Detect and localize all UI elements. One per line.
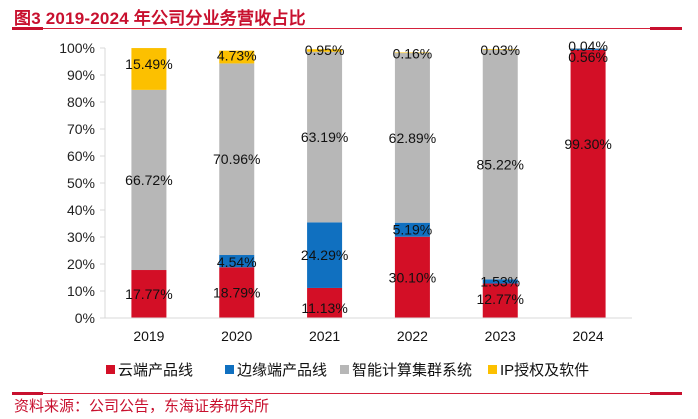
bars-group (131, 48, 606, 318)
data-label: 70.96% (213, 151, 260, 167)
data-label: 63.19% (301, 129, 348, 145)
legend-item: 智能计算集群系统 (340, 359, 472, 380)
x-tick-label: 2023 (485, 328, 516, 344)
legend-swatch (340, 365, 349, 374)
data-label: 12.77% (477, 291, 524, 307)
title-divider-accent-left (12, 27, 43, 30)
data-label: 11.13% (301, 300, 347, 316)
bar-segment (394, 222, 430, 237)
bar-segment (394, 52, 430, 54)
legend-item: IP授权及软件 (488, 359, 589, 380)
y-tick-label: 20% (67, 256, 95, 272)
bar-segment (482, 279, 518, 284)
x-tick-label: 2020 (221, 328, 252, 344)
bar-segment (482, 49, 518, 50)
legend-swatch (225, 365, 234, 374)
bar-segment (131, 89, 167, 271)
data-label: 62.89% (389, 130, 436, 146)
bar-segment (219, 63, 255, 256)
y-tick-label: 60% (67, 148, 95, 164)
legend-item: 云端产品线 (106, 359, 193, 380)
bar-segment (570, 48, 606, 50)
bar-segment (219, 50, 255, 64)
source-note: 资料来源：公司公告，东海证券研究所 (14, 398, 270, 415)
legend-label: 云端产品线 (118, 362, 194, 379)
y-tick-label: 80% (67, 94, 95, 110)
legend-label: 边缘端产品线 (237, 362, 328, 379)
y-tick-label: 40% (67, 202, 95, 218)
data-label: 4.73% (217, 48, 257, 64)
y-tick-label: 50% (67, 175, 95, 191)
y-axis: 0% 10% 20% 30% 40% 50% 60% 70% 80% 90% 100% (59, 40, 106, 326)
y-tick-label: 10% (67, 283, 95, 299)
data-label: 18.79% (213, 285, 260, 301)
bar-segment (482, 49, 518, 280)
bar-segment (307, 222, 343, 288)
data-label: 24.29% (301, 247, 348, 263)
data-label: 85.22% (477, 156, 524, 172)
data-label: 4.54% (217, 254, 257, 270)
x-tick-label: 2024 (573, 328, 604, 344)
bar-segment (307, 287, 343, 318)
chart-legend: 云端产品线 边缘端产品线 智能计算集群系统 IP授权及软件 (0, 359, 698, 379)
data-label: 0.16% (393, 45, 433, 61)
data-label: 5.19% (393, 222, 433, 238)
bar-segment (307, 49, 343, 52)
bar-segment (131, 270, 167, 318)
data-label: 0.03% (480, 42, 520, 58)
y-tick-label: 90% (67, 67, 95, 83)
bar-segment (394, 52, 430, 223)
data-labels-group: 17.77% 66.72% 15.49% 18.79% 4.54% 70.96% 4.73%… (125, 38, 612, 316)
title-divider-accent-right (650, 27, 682, 30)
data-label: 66.72% (125, 172, 172, 188)
data-label: 30.10% (389, 269, 436, 285)
data-label: 0.95% (305, 42, 345, 58)
legend-swatch (106, 365, 115, 374)
data-label: 99.30% (564, 136, 611, 152)
legend-item: 边缘端产品线 (225, 359, 327, 380)
legend-label: IP授权及软件 (500, 362, 590, 379)
chart-title: 图3 2019-2024 年公司分业务营收占比 (14, 9, 306, 28)
bar-segment (394, 236, 430, 318)
bar-segment (131, 48, 167, 90)
source-divider (12, 393, 682, 394)
bar-segment (570, 48, 606, 49)
bar-segment (219, 267, 255, 318)
data-label: 17.77% (125, 286, 172, 302)
stacked-bar-chart: 0% 10% 20% 30% 40% 50% 60% 70% 80% 90% 100% 17.77%… (59, 38, 632, 344)
bar-segment (482, 283, 518, 318)
legend-label: 智能计算集群系统 (352, 362, 473, 379)
data-label: 15.49% (125, 56, 172, 72)
data-label: 0.56% (568, 49, 608, 65)
bar-segment (219, 255, 255, 268)
data-label: 1.53% (480, 273, 520, 289)
y-tick-label: 0% (75, 310, 95, 326)
source-divider-accent-right (650, 392, 682, 395)
x-axis: 2019 2020 2021 2022 2023 2024 (105, 317, 632, 344)
y-tick-label: 30% (67, 229, 95, 245)
legend-swatch (488, 365, 497, 374)
data-label: 0.04% (568, 38, 608, 54)
title-divider (12, 28, 682, 29)
x-tick-label: 2019 (133, 328, 164, 344)
bar-segment (570, 49, 606, 318)
source-divider-accent-left (12, 392, 43, 395)
x-tick-label: 2022 (397, 328, 428, 344)
y-tick-label: 70% (67, 121, 95, 137)
x-tick-label: 2021 (309, 328, 340, 344)
bar-segment (307, 51, 343, 223)
y-tick-label: 100% (59, 40, 95, 56)
